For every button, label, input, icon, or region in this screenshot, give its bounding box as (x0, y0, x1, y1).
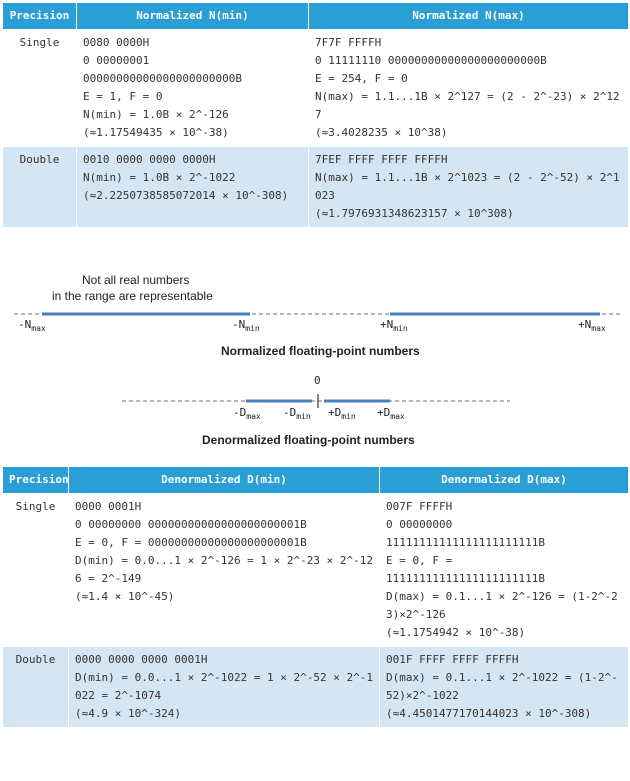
label-neg-nmax: -Nmax (18, 318, 46, 333)
label-pos-nmin: +Nmin (380, 318, 408, 333)
column-header-dmin: Denormalized D(min) (68, 466, 380, 494)
dmin-single-cell: 0000 0001H 0 00000000 000000000000000000… (68, 493, 380, 647)
table-row-double: Double 0010 0000 0000 0000H N(min) = 1.0… (2, 146, 629, 228)
table-header-row: Precision Normalized N(min) Normalized N… (2, 2, 629, 30)
nmax-double-cell: 7FEF FFFF FFFF FFFFH N(max) = 1.1...1B ×… (308, 146, 629, 228)
table-header-row: Precision Denormalized D(min) Denormaliz… (2, 466, 629, 494)
column-header-precision: Precision (2, 2, 77, 30)
column-header-dmax: Denormalized D(max) (379, 466, 629, 494)
table-row-single: Single 0000 0001H 0 00000000 00000000000… (2, 493, 629, 647)
label-pos-dmin: +Dmin (328, 406, 356, 421)
normalized-range-table: Precision Normalized N(min) Normalized N… (2, 2, 629, 228)
precision-label: Single (2, 493, 69, 647)
label-pos-nmax: +Nmax (578, 318, 606, 333)
label-neg-dmax: -Dmax (233, 406, 261, 421)
denormalized-caption: Denormalized floating-point numbers (202, 433, 415, 447)
nmin-double-cell: 0010 0000 0000 0000H N(min) = 1.0B × 2^-… (76, 146, 309, 228)
nmin-single-cell: 0080 0000H 0 00000001 000000000000000000… (76, 29, 309, 147)
table-row-double: Double 0000 0000 0000 0001H D(min) = 0.0… (2, 646, 629, 728)
denormalized-range-table: Precision Denormalized D(min) Denormaliz… (2, 466, 629, 728)
table-row-single: Single 0080 0000H 0 00000001 00000000000… (2, 29, 629, 147)
label-pos-dmax: +Dmax (377, 406, 405, 421)
dmin-double-cell: 0000 0000 0000 0001H D(min) = 0.0...1 × … (68, 646, 380, 728)
nmax-single-cell: 7F7F FFFFH 0 11111110 000000000000000000… (308, 29, 629, 147)
dmax-single-cell: 007F FFFFH 0 00000000 111111111111111111… (379, 493, 629, 647)
label-neg-nmin: -Nmin (232, 318, 260, 333)
dmax-double-cell: 001F FFFF FFFF FFFFH D(max) = 0.1...1 × … (379, 646, 629, 728)
column-header-precision: Precision (2, 466, 69, 494)
normalized-caption: Normalized floating-point numbers (221, 344, 420, 358)
precision-label: Double (2, 146, 77, 228)
range-note-line-1: Not all real numbers (82, 273, 190, 287)
label-neg-dmin: -Dmin (283, 406, 311, 421)
range-note: Not all real numbers in the range are re… (52, 272, 260, 304)
range-note-line-2: in the range are representable (52, 289, 213, 303)
precision-label: Double (2, 646, 69, 728)
zero-label: 0 (314, 374, 321, 387)
